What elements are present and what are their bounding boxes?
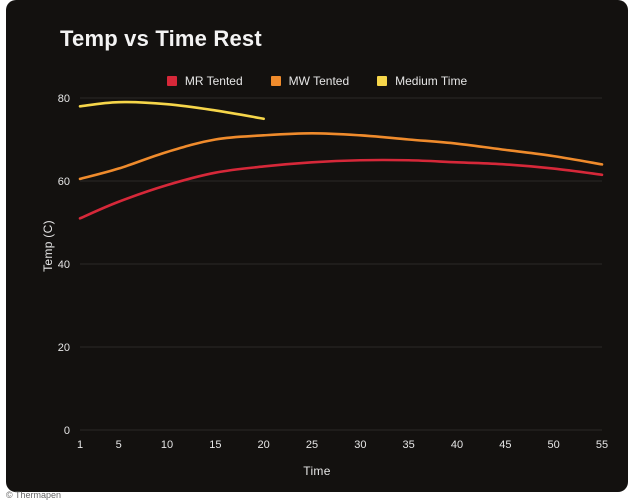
image-credit: Thermapen: [6, 490, 61, 500]
page-frame: Temp vs Time Rest MR TentedMW TentedMedi…: [0, 0, 634, 500]
x-tick-label: 1: [77, 439, 83, 451]
x-tick-label: 15: [209, 439, 221, 451]
x-tick-label: 30: [354, 439, 366, 451]
plot-area: 0204060801510152025303540455055: [6, 0, 628, 492]
x-tick-label: 10: [161, 439, 173, 451]
series-line: [80, 133, 602, 179]
x-tick-label: 35: [403, 439, 415, 451]
x-tick-label: 40: [451, 439, 463, 451]
y-tick-label: 40: [58, 259, 70, 271]
y-tick-label: 20: [58, 342, 70, 354]
chart-card: Temp vs Time Rest MR TentedMW TentedMedi…: [6, 0, 628, 492]
x-tick-label: 5: [116, 439, 122, 451]
y-tick-label: 0: [64, 425, 70, 437]
x-tick-label: 25: [306, 439, 318, 451]
y-tick-label: 60: [58, 176, 70, 188]
x-tick-label: 45: [499, 439, 511, 451]
y-tick-label: 80: [58, 93, 70, 105]
x-tick-label: 20: [258, 439, 270, 451]
x-tick-label: 50: [548, 439, 560, 451]
series-line: [80, 102, 264, 119]
series-line: [80, 160, 602, 218]
x-tick-label: 55: [596, 439, 608, 451]
